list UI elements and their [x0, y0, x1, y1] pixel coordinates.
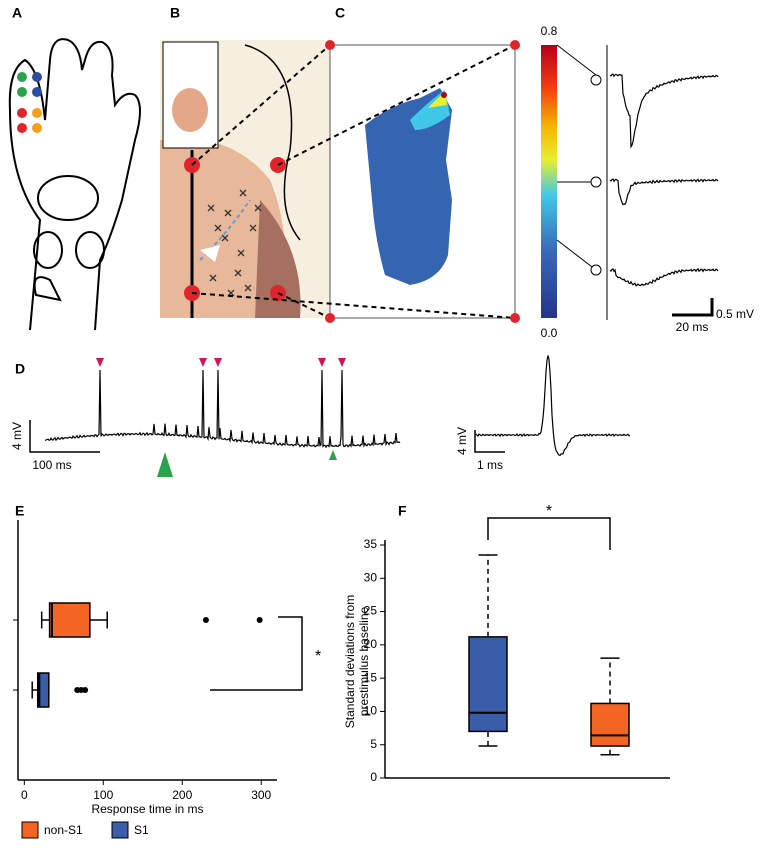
legend-swatch — [21, 821, 39, 839]
x-tick-label: 100 — [93, 788, 113, 802]
box — [468, 636, 508, 733]
x-tick-label: 300 — [251, 788, 271, 802]
voltage-trace — [609, 73, 719, 149]
box — [48, 602, 91, 638]
box — [590, 702, 630, 747]
scale-label: 100 ms — [32, 458, 71, 472]
scale-label: 0.5 mV — [716, 307, 754, 321]
scale-label: 4 mV — [455, 427, 469, 455]
panel-label: C — [335, 5, 345, 21]
significance-star: * — [315, 648, 321, 665]
legend-label: S1 — [134, 823, 149, 837]
y-tick-label: 0 — [370, 770, 377, 784]
y-tick-label: 5 — [370, 737, 377, 751]
colorbar-label: 0.8 — [541, 24, 558, 38]
y-tick-label: 20 — [364, 637, 378, 651]
y-tick-label: 35 — [364, 537, 378, 551]
colorbar-label: 0.0 — [541, 326, 558, 340]
paw-drawing — [8, 38, 141, 331]
cortex-drawing — [160, 40, 330, 318]
scale-label: 4 mV — [10, 422, 24, 450]
x-tick-label: 200 — [172, 788, 192, 802]
y-tick-label: 25 — [364, 604, 378, 618]
outlier — [82, 687, 89, 693]
spike-drawing — [29, 358, 505, 477]
y-tick-label: 30 — [364, 570, 378, 584]
voltage-trace — [609, 178, 719, 206]
y-axis-label: Standard deviations from — [343, 595, 357, 728]
panel-label: E — [15, 503, 24, 519]
paw-dots — [17, 72, 42, 133]
outlier — [256, 617, 263, 623]
significance-bracket — [487, 517, 611, 550]
legend-label: non-S1 — [44, 823, 83, 837]
panel-label: F — [398, 503, 407, 519]
y-tick-label: 15 — [364, 670, 378, 684]
x-axis-label: Response time in ms — [91, 802, 203, 816]
panel-label: A — [12, 5, 22, 21]
legend-swatch — [111, 821, 129, 839]
spike-waveform — [474, 355, 630, 457]
y-tick-label: 10 — [364, 704, 378, 718]
panel-label: B — [170, 5, 180, 21]
spike-train — [44, 369, 401, 449]
x-tick-label: 0 — [21, 788, 28, 802]
scale-label: 20 ms — [676, 320, 709, 334]
significance-star: * — [546, 503, 552, 520]
y-axis-label: prestimulus baseline — [357, 606, 371, 716]
map-drawing — [191, 40, 714, 323]
scale-label: 1 ms — [477, 458, 503, 472]
voltage-trace — [609, 267, 719, 287]
box — [36, 672, 50, 708]
significance-bracket — [210, 616, 303, 691]
outlier — [202, 617, 209, 623]
panel-label: D — [15, 361, 25, 377]
